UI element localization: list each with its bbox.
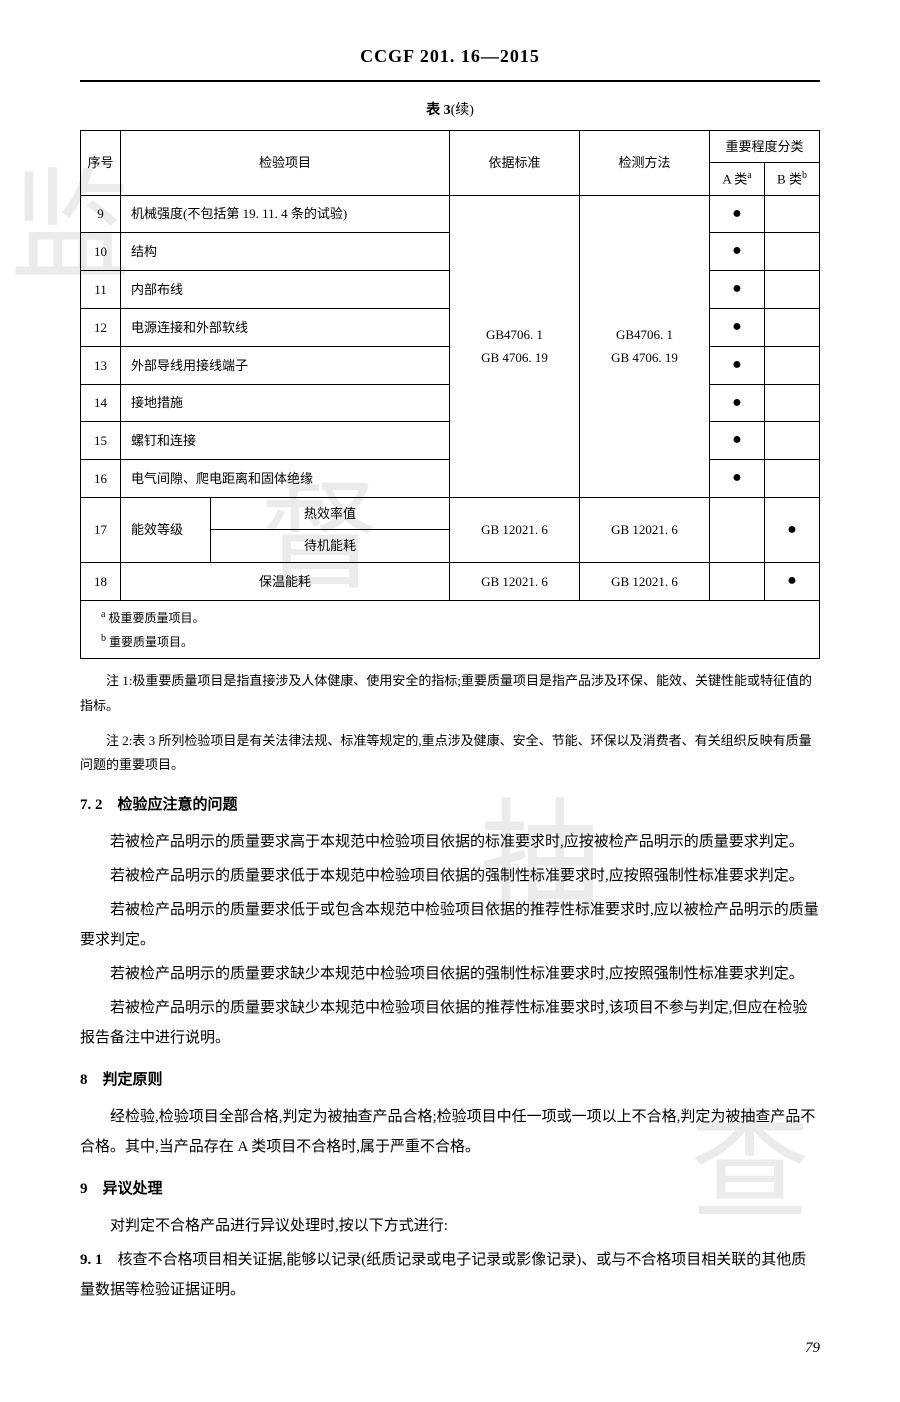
cell-seq: 9 [81,195,121,233]
table-row: 17 能效等级 热效率值 GB 12021. 6 GB 12021. 6 ● [81,498,820,530]
body-paragraph: 若被检产品明示的质量要求低于或包含本规范中检验项目依据的推荐性标准要求时,应以被… [80,895,820,955]
cell-item: 结构 [121,233,450,271]
body-paragraph: 若被检产品明示的质量要求高于本规范中检验项目依据的标准要求时,应按被检产品明示的… [80,827,820,857]
cell-seq: 10 [81,233,121,271]
cell-item: 能效等级 [121,498,211,563]
cell-a: ● [710,422,765,460]
body-paragraph: 9. 1 核查不合格项目相关证据,能够以记录(纸质记录或电子记录或影像记录)、或… [80,1245,820,1305]
body-paragraph: 经检验,检验项目全部合格,判定为被抽查产品合格;检验项目中任一项或一项以上不合格… [80,1102,820,1162]
cell-seq: 11 [81,271,121,309]
cell-item: 螺钉和连接 [121,422,450,460]
cell-standard: GB 12021. 6 [450,498,580,563]
cell-b [765,309,820,347]
th-standard: 依据标准 [450,130,580,195]
cell-b: ● [765,498,820,563]
cell-a [710,498,765,563]
section-9-1-label: 9. 1 [80,1252,103,1268]
table-caption-prefix: 表 3 [426,103,451,118]
body-paragraph: 若被检产品明示的质量要求缺少本规范中检验项目依据的强制性标准要求时,应按照强制性… [80,959,820,989]
cell-method: GB 12021. 6 [580,498,710,563]
section-9-1-body: 核查不合格项目相关证据,能够以记录(纸质记录或电子记录或影像记录)、或与不合格项… [80,1252,806,1298]
cell-item: 电源连接和外部软线 [121,309,450,347]
cell-subitem: 热效率值 [211,498,450,530]
th-seq: 序号 [81,130,121,195]
note-2: 注 2:表 3 所列检验项目是有关法律法规、标准等规定的,重点涉及健康、安全、节… [80,729,820,778]
section-8-heading: 8 判定原则 [80,1067,820,1094]
cell-item: 电气间隙、爬电距离和固体绝缘 [121,460,450,498]
cell-standard-group: GB4706. 1 GB 4706. 19 [450,195,580,497]
th-importance: 重要程度分类 [710,130,820,162]
cell-b: ● [765,562,820,600]
cell-b [765,195,820,233]
cell-seq: 12 [81,309,121,347]
table-caption-suffix: (续) [451,103,474,118]
table-row: 9 机械强度(不包括第 19. 11. 4 条的试验) GB4706. 1 GB… [81,195,820,233]
cell-b [765,460,820,498]
cell-seq: 16 [81,460,121,498]
cell-a: ● [710,309,765,347]
cell-a: ● [710,233,765,271]
body-paragraph: 对判定不合格产品进行异议处理时,按以下方式进行: [80,1211,820,1241]
section-7-2-heading: 7. 2 检验应注意的问题 [80,792,820,819]
cell-item: 内部布线 [121,271,450,309]
table-footnote-row: a 极重要质量项目。 b 重要质量项目。 [81,600,820,659]
th-class-a: A 类a [710,162,765,195]
cell-b [765,271,820,309]
cell-a: ● [710,460,765,498]
cell-seq: 15 [81,422,121,460]
cell-method: GB 12021. 6 [580,562,710,600]
cell-item: 外部导线用接线端子 [121,346,450,384]
cell-b [765,346,820,384]
cell-b [765,233,820,271]
th-item: 检验项目 [121,130,450,195]
cell-a: ● [710,346,765,384]
body-paragraph: 若被检产品明示的质量要求缺少本规范中检验项目依据的推荐性标准要求时,该项目不参与… [80,993,820,1053]
cell-a: ● [710,195,765,233]
section-9-heading: 9 异议处理 [80,1176,820,1203]
body-paragraph: 若被检产品明示的质量要求低于本规范中检验项目依据的强制性标准要求时,应按照强制性… [80,861,820,891]
table-header-row: 序号 检验项目 依据标准 检测方法 重要程度分类 [81,130,820,162]
cell-item: 接地措施 [121,384,450,422]
cell-seq: 13 [81,346,121,384]
cell-a [710,562,765,600]
cell-item: 机械强度(不包括第 19. 11. 4 条的试验) [121,195,450,233]
cell-b [765,384,820,422]
cell-seq: 17 [81,498,121,563]
page-number: 79 [80,1335,820,1362]
cell-seq: 14 [81,384,121,422]
cell-a: ● [710,271,765,309]
inspection-table: 序号 检验项目 依据标准 检测方法 重要程度分类 A 类a B 类b 9 机械强… [80,130,820,660]
th-class-b: B 类b [765,162,820,195]
cell-subitem: 待机能耗 [211,530,450,562]
cell-b [765,422,820,460]
th-method: 检测方法 [580,130,710,195]
cell-seq: 18 [81,562,121,600]
table-row: 18 保温能耗 GB 12021. 6 GB 12021. 6 ● [81,562,820,600]
table-caption: 表 3(续) [80,98,820,123]
cell-a: ● [710,384,765,422]
note-1: 注 1:极重要质量项目是指直接涉及人体健康、使用安全的指标;重要质量项目是指产品… [80,669,820,718]
page-header-title: CCGF 201. 16—2015 [80,40,820,82]
cell-standard: GB 12021. 6 [450,562,580,600]
table-footnotes: a 极重要质量项目。 b 重要质量项目。 [81,600,820,659]
cell-method-group: GB4706. 1 GB 4706. 19 [580,195,710,497]
cell-item: 保温能耗 [121,562,450,600]
